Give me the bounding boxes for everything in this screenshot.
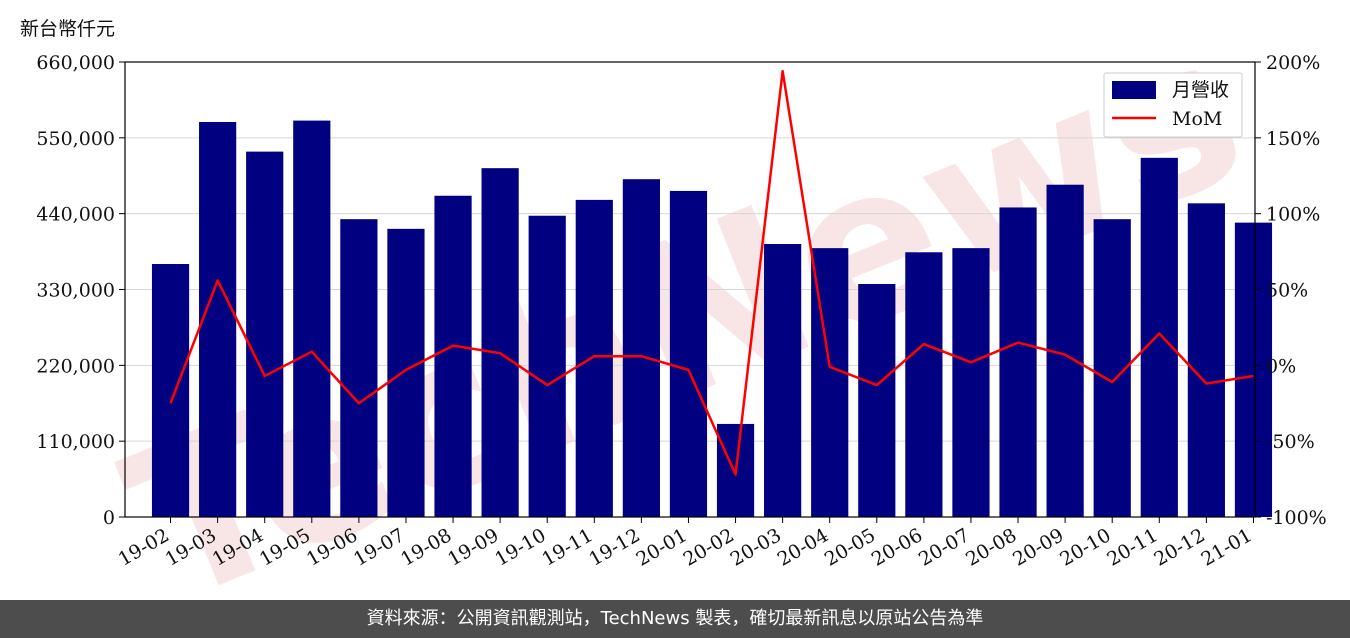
y-left-tick-label: 110,000 (36, 431, 115, 453)
x-tick-label: 21-01 (1198, 524, 1256, 570)
revenue-bar (1187, 203, 1225, 518)
revenue-bar (434, 195, 472, 517)
revenue-bar (952, 248, 990, 518)
x-tick-label: 20-08 (962, 524, 1020, 570)
revenue-bar (293, 120, 331, 518)
revenue-bar (858, 283, 896, 517)
revenue-bar (622, 179, 660, 518)
y-right-tick-label: 0% (1266, 355, 1296, 377)
y-right-tick-label: -100% (1266, 507, 1327, 529)
revenue-bar (528, 215, 566, 517)
x-tick-label: 20-12 (1150, 524, 1208, 570)
mom-line-layer (169, 69, 1254, 476)
revenue-bar (199, 121, 237, 518)
legend-label-mom: MoM (1172, 108, 1222, 130)
y-left-tick-label: 220,000 (36, 355, 115, 377)
legend-bar-swatch (1112, 81, 1156, 99)
mom-line (169, 69, 1254, 476)
x-tick-label: 20-05 (821, 524, 879, 570)
revenue-bar (764, 244, 802, 517)
legend: 月營收 MoM (1103, 72, 1243, 138)
revenue-bar (481, 168, 519, 517)
legend-label-revenue: 月營收 (1172, 79, 1229, 101)
revenue-bar (151, 263, 190, 517)
x-tick-label: 20-04 (774, 524, 832, 570)
revenue-bar (340, 219, 378, 517)
revenue-bar (387, 228, 425, 518)
y-left-tick-label: 660,000 (36, 52, 115, 74)
x-tick-label: 20-10 (1056, 524, 1114, 570)
bars (151, 120, 1273, 518)
plot-frame (124, 61, 1256, 518)
revenue-bar (1234, 222, 1273, 517)
source-footer: 資料來源：公開資訊觀測站，TechNews 製表，確切最新訊息以原站公告為準 (0, 600, 1350, 638)
x-tick-label: 20-03 (727, 524, 785, 570)
revenue-bar (669, 190, 708, 517)
x-tick-label: 20-09 (1009, 524, 1067, 570)
y-left-tick-label: 550,000 (36, 128, 115, 150)
y-axis-unit-label: 新台幣仟元 (20, 18, 116, 40)
revenue-bar (999, 207, 1037, 517)
y-right-tick-label: 50% (1266, 280, 1308, 302)
y-right-tick-label: 100% (1266, 204, 1320, 226)
chart: TechNews 0110,000220,000330,000440,00055… (36, 0, 1327, 600)
y-right-tick-label: -50% (1266, 431, 1315, 453)
x-tick-label: 20-07 (915, 524, 973, 570)
y-right-tick-label: 150% (1266, 128, 1320, 150)
revenue-bar (905, 252, 943, 518)
y-left-tick-label: 440,000 (36, 204, 115, 226)
x-tick-label: 20-06 (868, 524, 926, 570)
x-tick-label: 19-10 (491, 524, 549, 570)
revenue-bar (246, 151, 284, 517)
y-left-tick-label: 330,000 (36, 280, 115, 302)
x-tick-label: 20-11 (1103, 524, 1161, 570)
y-right-tick-label: 200% (1266, 52, 1320, 74)
x-tick-label: 19-11 (538, 524, 596, 570)
revenue-bar (575, 199, 613, 517)
x-tick-label: 19-12 (585, 524, 643, 570)
x-tick-label: 20-02 (680, 524, 738, 570)
revenue-bar (1140, 157, 1178, 518)
x-tick-label: 20-01 (633, 524, 691, 570)
y-left-tick-label: 0 (103, 507, 115, 529)
